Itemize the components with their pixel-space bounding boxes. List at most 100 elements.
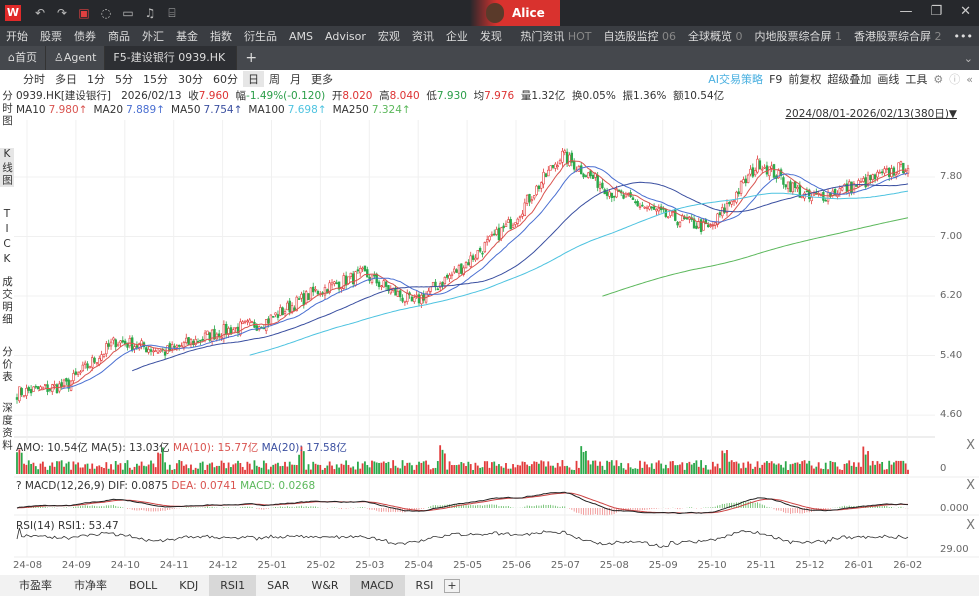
- help-icon[interactable]: ⓘ: [949, 73, 961, 86]
- period-tab[interactable]: 60分: [213, 73, 238, 86]
- period-tab[interactable]: 分时: [23, 73, 45, 86]
- side-tab-kline[interactable]: K线图: [0, 148, 14, 187]
- side-tab-depth[interactable]: 深度资料: [1, 402, 13, 452]
- volume-bar: [695, 460, 698, 474]
- close-macd-panel[interactable]: X: [966, 478, 975, 493]
- indicator-tab[interactable]: SAR: [267, 579, 290, 592]
- indicator-tab[interactable]: 市盈率: [19, 579, 52, 592]
- candle: [187, 337, 190, 345]
- tools-button[interactable]: 工具: [905, 73, 928, 86]
- period-tab[interactable]: 月: [290, 73, 301, 86]
- menu-item[interactable]: Advisor: [325, 29, 366, 43]
- menu-right-item[interactable]: 全球概览 0: [682, 28, 749, 44]
- menu-item[interactable]: 指数: [210, 30, 232, 43]
- minimize-icon[interactable]: —: [899, 4, 913, 19]
- candle: [601, 182, 604, 189]
- candle: [718, 212, 722, 216]
- menu-item[interactable]: 宏观: [377, 30, 400, 43]
- gear-icon[interactable]: ⚙: [933, 72, 944, 86]
- menu-item[interactable]: 外汇: [142, 30, 164, 43]
- menu-item[interactable]: AMS: [289, 29, 313, 43]
- redo-icon[interactable]: ↷: [56, 6, 68, 20]
- indicator-tab[interactable]: KDJ: [179, 579, 199, 592]
- close-amo-panel[interactable]: X: [966, 438, 975, 453]
- period-tab[interactable]: 更多: [311, 73, 333, 86]
- macd-dif: DIF: 0.0875: [108, 480, 169, 492]
- menu-item[interactable]: 债券: [74, 30, 96, 43]
- bell-icon[interactable]: ♫: [144, 6, 156, 20]
- side-tab-price-table[interactable]: 分价表: [1, 346, 13, 384]
- period-tab[interactable]: 1分: [87, 73, 105, 86]
- adjust-button[interactable]: 前复权: [788, 73, 822, 86]
- collapse-icon[interactable]: «: [966, 72, 973, 86]
- candle: [885, 168, 889, 170]
- price-chart[interactable]: [0, 0, 979, 575]
- chat-icon[interactable]: ◌: [100, 6, 112, 20]
- more-menu-button[interactable]: •••: [953, 29, 973, 43]
- menu-right-item[interactable]: 内地股票综合屏 1: [749, 28, 849, 44]
- menu-item[interactable]: 衍生品: [244, 30, 277, 43]
- indicator-tab[interactable]: RSI1: [209, 575, 257, 596]
- menu-right-item[interactable]: 香港股票综合屏 2: [848, 28, 948, 44]
- candle: [725, 203, 729, 213]
- close-icon[interactable]: ✕: [960, 4, 971, 19]
- volume-bar: [549, 465, 552, 474]
- menu-right-item[interactable]: 热门资讯 HOT: [514, 28, 597, 44]
- candle: [502, 225, 505, 229]
- volume-bar: [215, 465, 218, 474]
- f9-button[interactable]: F9: [769, 72, 783, 86]
- period-tab[interactable]: 30分: [178, 73, 203, 86]
- help-icon[interactable]: ?: [16, 480, 22, 492]
- candle: [669, 210, 672, 216]
- candle: [770, 165, 773, 169]
- side-tab-trades[interactable]: 成交明细: [1, 276, 13, 326]
- menu-item[interactable]: 发现: [479, 30, 502, 43]
- menu-item[interactable]: 资讯: [411, 30, 434, 43]
- date-range-selector[interactable]: 2024/08/01-2026/02/13(380日)▼: [785, 108, 957, 120]
- overlay-button[interactable]: 超级叠加: [827, 73, 872, 86]
- volume-bar: [554, 467, 557, 474]
- period-tab[interactable]: 5分: [115, 73, 133, 86]
- candle: [772, 164, 776, 178]
- draw-button[interactable]: 画线: [877, 73, 900, 86]
- undo-icon[interactable]: ↶: [34, 6, 46, 20]
- period-tab[interactable]: 周: [269, 73, 280, 86]
- volume-bar: [589, 464, 592, 474]
- indicator-tab[interactable]: 市净率: [74, 579, 107, 592]
- f1-icon[interactable]: ⌸: [168, 5, 176, 20]
- menu-item[interactable]: 股票: [40, 30, 62, 43]
- maximize-icon[interactable]: ❐: [930, 4, 943, 19]
- add-tab-button[interactable]: +: [245, 50, 258, 66]
- tab-agent[interactable]: ♙Agent: [46, 46, 106, 70]
- candle: [650, 206, 653, 209]
- monitor-icon[interactable]: ▭: [122, 6, 134, 20]
- menu-right-item[interactable]: 自选股监控 06: [598, 28, 683, 44]
- period-tab[interactable]: 日: [243, 71, 264, 87]
- indicator-tab[interactable]: BOLL: [129, 579, 158, 592]
- tab-home[interactable]: ⌂首页: [0, 46, 46, 70]
- chevron-down-icon[interactable]: ⌄: [963, 51, 973, 65]
- ai-strategy-button[interactable]: AI交易策略: [708, 73, 764, 86]
- macd-label: MACD(12,26,9): [24, 480, 105, 492]
- side-tab-tick[interactable]: TICK: [1, 208, 13, 268]
- menu-item[interactable]: 企业: [445, 30, 468, 43]
- menu-item[interactable]: 商品: [108, 30, 130, 43]
- indicator-tab[interactable]: RSI: [415, 579, 434, 592]
- side-tab-timeshare[interactable]: 分时图: [1, 90, 13, 128]
- indicator-tab[interactable]: W&R: [311, 579, 339, 592]
- menu-item[interactable]: 基金: [176, 30, 198, 43]
- add-indicator-button[interactable]: +: [444, 578, 460, 593]
- open-value: 8.020: [342, 90, 373, 102]
- menu-item[interactable]: 开始: [6, 30, 28, 43]
- a-icon[interactable]: ▣: [78, 6, 90, 20]
- period-tab[interactable]: 15分: [143, 73, 168, 86]
- indicator-tab[interactable]: MACD: [349, 575, 405, 596]
- volume-bar: [300, 446, 303, 474]
- close-rsi-panel[interactable]: X: [966, 518, 975, 533]
- tab-stock[interactable]: F5-建设银行 0939.HK: [105, 46, 238, 70]
- macd-legend: ? MACD(12,26,9) DIF: 0.0875 DEA: 0.0741 …: [16, 480, 315, 492]
- period-tab[interactable]: 多日: [55, 73, 77, 86]
- user-badge[interactable]: Alice: [470, 0, 560, 26]
- volume-bar: [324, 467, 326, 474]
- volume-bar: [817, 462, 820, 474]
